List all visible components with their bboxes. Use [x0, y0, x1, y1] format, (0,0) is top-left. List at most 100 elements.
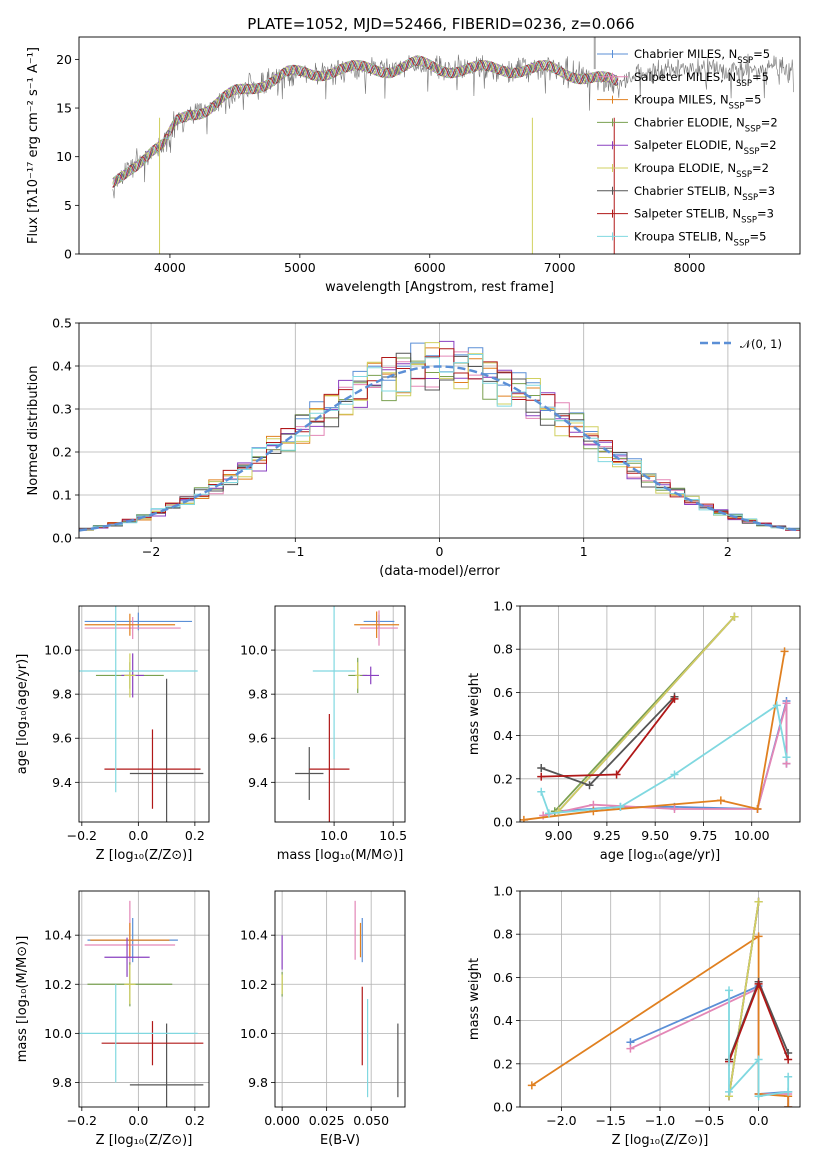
y-tick-label: 9.6 [52, 731, 72, 746]
y-tick-label: 10.2 [240, 977, 268, 992]
error-point [79, 984, 198, 1083]
weight-marker [520, 815, 528, 822]
weight-marker [754, 932, 763, 941]
residual-histogram [79, 348, 800, 531]
y-axis-label: Flux [fλ10⁻¹⁷ erg cm⁻² s⁻¹ A⁻¹] [26, 47, 41, 244]
model-spectrum [112, 55, 619, 186]
weight-marker [754, 979, 763, 988]
weight-line [728, 901, 760, 1097]
y-tick-label: 9.8 [248, 1075, 268, 1090]
y-axis-label: Normed distribution [26, 366, 41, 496]
weight-marker [725, 1087, 734, 1096]
weight-marker [725, 986, 734, 995]
y-tick-label: 0 [64, 247, 72, 262]
x-axis-label: Z [log₁₀(Z/Z⊙)] [96, 1133, 193, 1148]
error-point [312, 606, 356, 760]
plot-area-mass_vs_Z [79, 900, 204, 1107]
weight-marker [784, 1055, 793, 1064]
y-tick-label: 0.8 [493, 642, 513, 657]
error-point [360, 610, 398, 646]
x-tick-label: 4000 [154, 260, 186, 275]
weight-marker [554, 807, 563, 816]
x-tick-label: −0.2 [67, 828, 97, 843]
y-tick-label: 10.0 [44, 1026, 72, 1041]
legend-label: Salpeter STELIB, NSSP=3 [634, 207, 774, 226]
weight-line [557, 616, 735, 812]
model-spectrum [112, 55, 619, 188]
weight-marker [754, 1092, 763, 1101]
plot-area-weight_vs_age [520, 612, 791, 822]
panel-age_vs_Z: −0.2 0.0 0.2 9.4 9.6 9.8 10.0 Z [log₁₀(Z/Z⊙)] ag… [15, 605, 210, 863]
error-point [354, 611, 400, 638]
x-tick-label: 10.00 [734, 828, 770, 843]
legend-label: Kroupa MILES, NSSP=5 [634, 93, 761, 112]
legend-label: Chabrier MILES, NSSP=5 [634, 47, 770, 66]
y-tick-label: 1.0 [493, 599, 513, 614]
y-tick-label: 10.0 [44, 643, 72, 658]
y-tick-label: 9.4 [248, 775, 268, 790]
y-tick-label: 15 [56, 101, 72, 116]
weight-marker [753, 805, 762, 814]
y-axis-label: mass weight [467, 673, 482, 755]
y-tick-label: 9.8 [52, 1075, 72, 1090]
weight-marker [784, 1087, 793, 1096]
normal-curve [79, 365, 800, 532]
model-spectrum [112, 55, 619, 185]
weight-marker [537, 772, 546, 781]
model-spectrum [112, 56, 619, 188]
weight-marker [780, 647, 789, 656]
y-tick-label: 0.8 [493, 927, 513, 942]
weight-marker [784, 1103, 793, 1107]
x-tick-label: 0.2 [185, 828, 205, 843]
x-tick-label: 9.75 [690, 828, 718, 843]
panel-frame [274, 605, 406, 823]
y-tick-label: 0.2 [493, 771, 513, 786]
weight-line [558, 700, 788, 813]
weight-line [543, 702, 788, 817]
plot-area-spectrum [112, 37, 794, 254]
x-tick-label: −0.2 [67, 1113, 97, 1128]
weight-marker [670, 694, 679, 703]
plot-area-mass_vs_ebv [281, 900, 399, 1098]
panel-frame [519, 890, 801, 1108]
error-point [84, 613, 176, 636]
y-tick-label: 0.2 [52, 445, 72, 460]
panel-age_vs_mass: 10.0 10.5 9.4 9.6 9.8 10.0 mass [log₁₀(M/M⊙)] [240, 605, 407, 863]
x-tick-label: 0.000 [264, 1113, 300, 1128]
grid-age_vs_mass [275, 606, 405, 822]
x-tick-label: 8000 [674, 260, 706, 275]
plot-area-residuals [79, 340, 800, 532]
x-tick-label: −1.5 [596, 1113, 626, 1128]
legend-label: Chabrier STELIB, NSSP=3 [634, 184, 775, 203]
weight-marker [616, 802, 625, 811]
legend-label: Salpeter ELODIE, NSSP=2 [634, 138, 777, 157]
y-tick-label: 9.8 [248, 687, 268, 702]
weight-marker [670, 805, 679, 814]
weight-marker [612, 770, 621, 779]
weight-marker [730, 612, 739, 621]
error-point [129, 678, 204, 822]
panel-mass_vs_ebv: 0.000 0.025 0.050 9.8 10.0 10.2 10.4 E(B-V) [240, 890, 406, 1148]
weight-marker [670, 770, 679, 779]
panel-weight_vs_age: 9.00 9.25 9.50 9.75 10.00 0.0 0.2 0.4 0.6 0.8 1.0 a… [467, 599, 801, 863]
x-tick-label: 0.0 [128, 828, 148, 843]
legend-label: 𝒩(0, 1) [740, 337, 782, 351]
x-tick-label: 0.025 [309, 1113, 345, 1128]
x-tick-label: 9.25 [593, 828, 621, 843]
x-tick-label: 1 [580, 544, 588, 559]
weight-line [540, 703, 788, 815]
weight-line [540, 696, 676, 787]
x-tick-label: 10.5 [379, 828, 407, 843]
weight-marker [527, 1081, 536, 1090]
y-axis-label: mass weight [467, 958, 482, 1040]
y-tick-label: 20 [56, 52, 72, 67]
y-tick-label: 10.4 [44, 928, 72, 943]
y-axis-label: mass [log₁₀(M/M⊙)] [15, 936, 30, 1063]
weight-marker [544, 809, 553, 818]
panel-frame [78, 890, 210, 1108]
spectrum-legend: Chabrier MILES, NSSP=5 Salpeter MILES, NS… [597, 47, 778, 248]
error-point [104, 729, 201, 809]
x-tick-label: −0.5 [694, 1113, 724, 1128]
